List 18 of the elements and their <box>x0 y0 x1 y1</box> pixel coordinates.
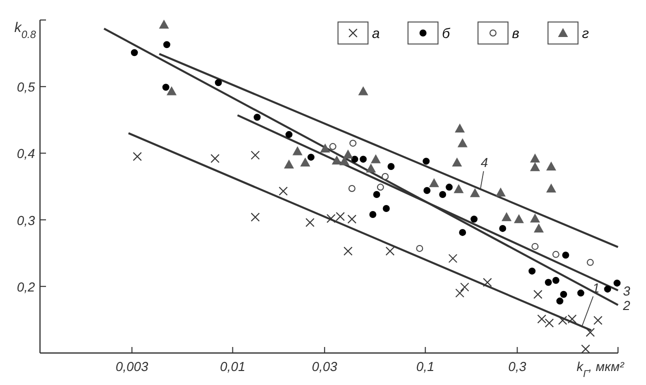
legend-label: в <box>512 25 520 41</box>
x-tick-label: 0,3 <box>508 359 528 374</box>
x-tick-label: 0,01 <box>220 359 246 374</box>
y-tick-label: 0,3 <box>16 212 36 228</box>
series-label: 2 <box>622 298 631 314</box>
x-tick-label: 0,1 <box>416 359 434 374</box>
legend-label: г <box>582 25 589 41</box>
y-axis-title: k$_{0.8}$ <box>14 19 36 41</box>
x-tick-label: 0,003 <box>116 359 149 374</box>
y-tick-label: 0,4 <box>16 146 35 162</box>
legend-label: а <box>372 25 380 41</box>
x-tick-label: 0,03 <box>312 359 338 374</box>
legend-label: б <box>442 25 451 41</box>
series-label: 4 <box>480 155 488 170</box>
y-tick-label: 0,5 <box>16 80 36 95</box>
series-label: 3 <box>623 283 631 298</box>
x-axis-title: k$_{Г}$, мкм² <box>576 359 625 380</box>
y-tick-label: 0,2 <box>16 279 36 294</box>
